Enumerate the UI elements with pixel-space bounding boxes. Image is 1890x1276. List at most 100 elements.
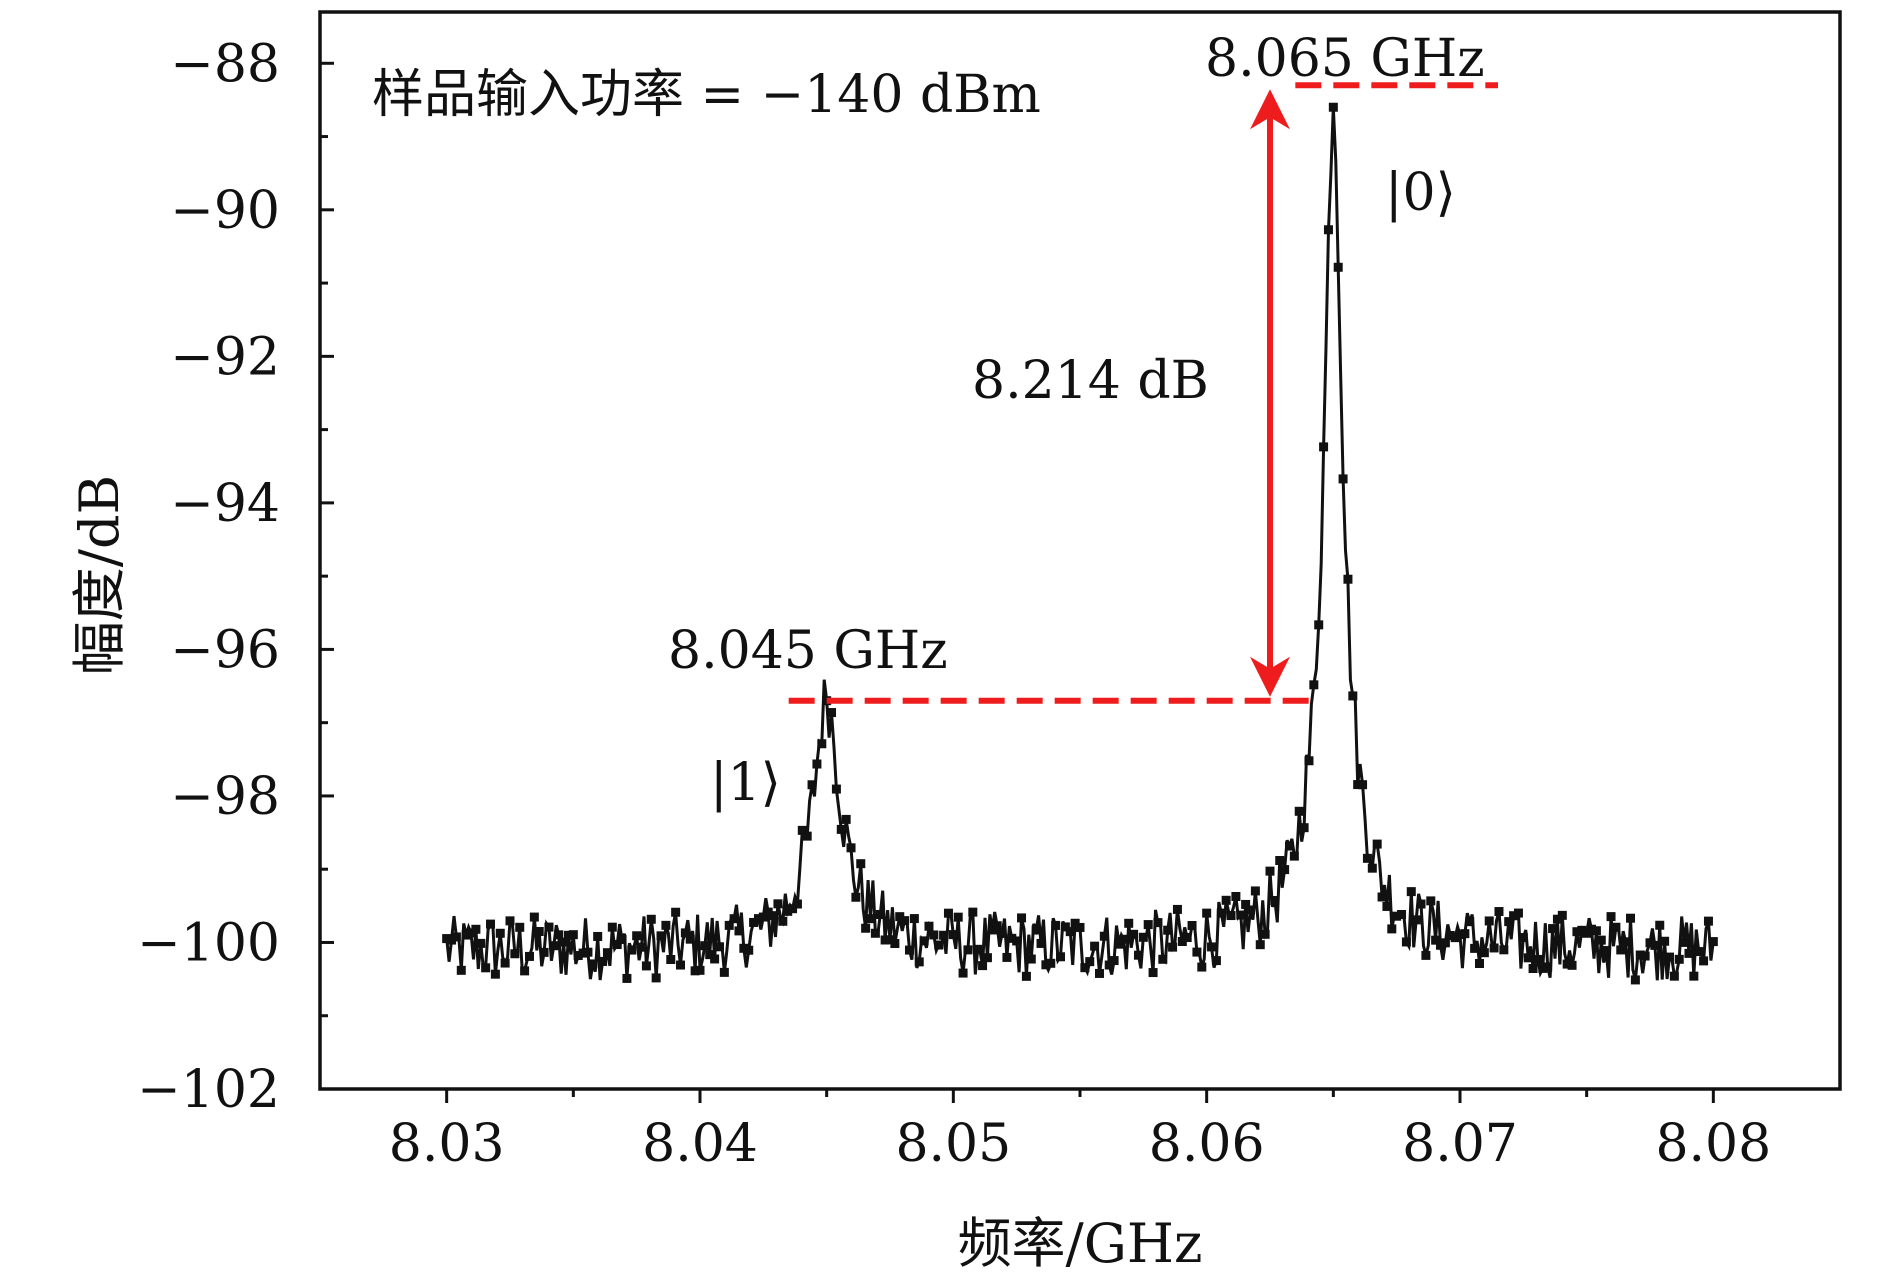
data-point xyxy=(714,942,724,952)
data-point xyxy=(953,912,963,922)
data-point xyxy=(1494,907,1504,917)
data-point xyxy=(612,940,622,950)
data-point xyxy=(466,928,476,938)
data-point xyxy=(510,949,520,959)
data-point xyxy=(958,968,968,978)
data-point xyxy=(661,920,671,930)
data-point xyxy=(1543,962,1553,972)
y-tick-labels: −88 −90 −92 −94 −96 −98 −100 −102 xyxy=(137,34,280,1120)
data-point xyxy=(1314,620,1324,630)
data-point xyxy=(495,928,505,938)
data-point xyxy=(1674,954,1684,964)
data-point xyxy=(1280,865,1290,875)
data-point xyxy=(817,739,827,749)
data-point xyxy=(680,928,690,938)
data-point xyxy=(1343,574,1353,584)
x-tick-label: 8.05 xyxy=(895,1114,1011,1174)
data-point xyxy=(1392,911,1402,921)
data-point xyxy=(1338,474,1348,484)
data-point xyxy=(1694,947,1704,957)
data-point xyxy=(700,941,710,951)
data-point xyxy=(1689,971,1699,981)
data-point xyxy=(1114,939,1124,949)
data-point xyxy=(539,947,549,957)
data-point xyxy=(778,916,788,926)
data-point xyxy=(1226,911,1236,921)
data-point xyxy=(1207,942,1217,952)
data-point xyxy=(1056,952,1066,962)
data-point xyxy=(719,967,729,977)
data-point xyxy=(1270,896,1280,906)
difference-label: 8.214 dB xyxy=(972,351,1209,411)
data-point xyxy=(1099,931,1109,941)
x-tick-labels: 8.03 8.04 8.05 8.06 8.07 8.08 xyxy=(389,1114,1771,1174)
data-point xyxy=(982,953,992,963)
data-point xyxy=(1655,920,1665,930)
data-point xyxy=(943,908,953,918)
data-point xyxy=(1202,908,1212,918)
data-point xyxy=(1070,918,1080,928)
data-point xyxy=(646,914,656,924)
data-point xyxy=(1470,943,1480,953)
data-point xyxy=(1299,823,1309,833)
y-axis-title: 幅度/dB xyxy=(68,475,131,675)
data-point xyxy=(1348,691,1358,701)
data-point xyxy=(1319,442,1329,452)
data-point xyxy=(861,923,871,933)
data-point xyxy=(641,961,651,971)
data-point xyxy=(617,934,627,944)
data-point xyxy=(1596,935,1606,945)
data-point xyxy=(500,958,510,968)
data-point xyxy=(1192,947,1202,957)
data-point xyxy=(836,824,846,834)
data-point xyxy=(973,944,983,954)
data-point xyxy=(559,937,569,947)
data-point xyxy=(666,955,676,965)
data-point xyxy=(534,927,544,937)
data-point xyxy=(1289,851,1299,861)
data-point xyxy=(1474,959,1484,969)
data-point xyxy=(1221,895,1231,905)
data-point xyxy=(1353,780,1363,790)
data-point xyxy=(904,945,914,955)
data-point xyxy=(763,907,773,917)
data-point xyxy=(1533,954,1543,964)
data-point xyxy=(1041,960,1051,970)
x-tick-label: 8.03 xyxy=(389,1114,505,1174)
data-point xyxy=(900,916,910,926)
data-point xyxy=(1621,937,1631,947)
data-point xyxy=(1250,886,1260,896)
data-point xyxy=(1017,913,1027,923)
data-point xyxy=(1241,899,1251,909)
data-point xyxy=(1606,912,1616,922)
y-tick-label: −96 xyxy=(170,620,280,680)
data-point xyxy=(471,924,481,934)
data-point xyxy=(598,956,608,966)
data-point xyxy=(1021,971,1031,981)
spectrum-series xyxy=(442,102,1718,985)
data-point xyxy=(1333,262,1343,272)
x-axis-title: 频率/GHz xyxy=(958,1212,1203,1275)
data-point xyxy=(1075,922,1085,932)
data-point xyxy=(1051,920,1061,930)
data-point xyxy=(1060,922,1070,932)
data-point xyxy=(1552,914,1562,924)
data-point xyxy=(1426,896,1436,906)
data-point xyxy=(1445,930,1455,940)
data-point xyxy=(934,940,944,950)
data-point xyxy=(1479,948,1489,958)
data-point xyxy=(1640,951,1650,961)
data-point xyxy=(1548,924,1558,934)
data-point xyxy=(705,950,715,960)
data-point xyxy=(890,939,900,949)
data-point xyxy=(461,930,471,940)
data-point xyxy=(914,957,924,967)
data-point xyxy=(690,966,700,976)
data-point xyxy=(1591,926,1601,936)
data-point xyxy=(1528,964,1538,974)
data-point xyxy=(1372,839,1382,849)
data-point xyxy=(939,930,949,940)
data-point xyxy=(812,759,822,769)
data-point xyxy=(831,784,841,794)
y-tick-label: −98 xyxy=(170,767,280,827)
